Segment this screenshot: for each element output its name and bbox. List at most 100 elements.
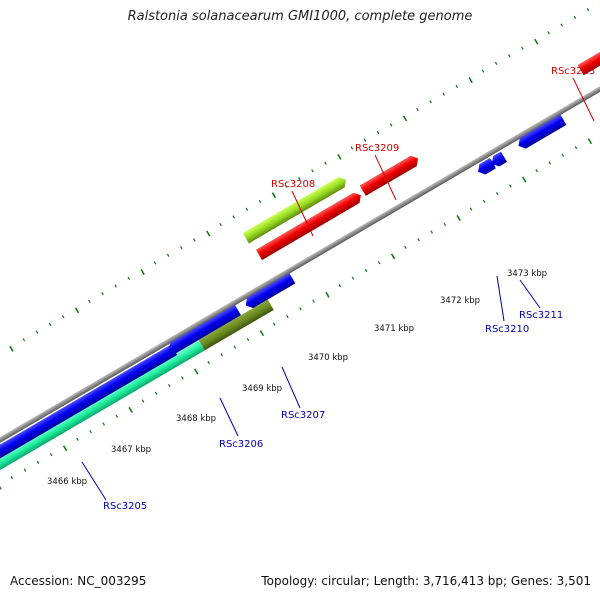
minor-tick xyxy=(350,146,354,150)
gene-label-RSc3211[interactable]: RSc3211 xyxy=(519,310,563,321)
minor-tick xyxy=(61,315,65,319)
map-title: Ralstonia solanacearum GMI1000, complete… xyxy=(127,9,473,24)
minor-tick xyxy=(115,414,119,418)
major-tick xyxy=(259,330,265,337)
minor-tick xyxy=(193,238,196,242)
major-tick xyxy=(140,268,145,275)
minor-tick xyxy=(258,199,262,204)
gene-arrow-RSc3206-highlight[interactable] xyxy=(198,299,274,351)
gene-arrow-RSc3207[interactable] xyxy=(243,273,296,311)
minor-tick xyxy=(548,161,552,165)
minor-tick xyxy=(495,192,499,196)
major-tick xyxy=(337,153,342,160)
minor-tick xyxy=(389,123,393,127)
gene-label-RSc3207[interactable]: RSc3207 xyxy=(281,410,325,421)
minor-tick xyxy=(102,422,106,426)
major-tick xyxy=(456,215,461,221)
minor-tick xyxy=(101,292,104,296)
leader-RSc3213 xyxy=(572,77,595,122)
minor-tick xyxy=(535,169,538,173)
minor-tick xyxy=(181,376,184,380)
gene-arrow-RSc3206[interactable] xyxy=(166,304,241,356)
minor-tick xyxy=(311,169,314,173)
minor-tick xyxy=(494,61,498,66)
minor-tick xyxy=(376,130,380,135)
minor-tick xyxy=(220,353,224,357)
major-tick xyxy=(402,115,408,122)
scale-label: 3468 kbp xyxy=(176,414,216,424)
major-tick xyxy=(390,253,396,260)
major-tick xyxy=(271,192,277,199)
major-tick xyxy=(468,77,473,84)
minor-tick xyxy=(561,153,565,157)
minor-tick xyxy=(127,276,131,280)
minor-tick xyxy=(232,215,236,219)
major-tick xyxy=(522,176,527,183)
minor-tick xyxy=(481,69,485,73)
minor-tick xyxy=(417,238,420,242)
gene-arrow-RSc3211[interactable] xyxy=(515,114,567,151)
minor-tick xyxy=(363,138,367,142)
gene-label-RSc3210[interactable]: RSc3210 xyxy=(485,324,529,335)
gene-arrow-RSc3209[interactable] xyxy=(359,153,421,196)
minor-tick xyxy=(509,184,512,188)
gene-label-RSc3213[interactable]: RSc3213 xyxy=(551,66,595,77)
leader-RSc3211 xyxy=(519,279,541,309)
gene-arrow-RSc3210[interactable] xyxy=(475,158,497,177)
major-tick xyxy=(74,307,80,314)
minor-tick xyxy=(377,261,381,265)
minor-tick xyxy=(10,476,14,480)
minor-tick xyxy=(299,307,302,311)
minor-tick xyxy=(35,330,39,334)
major-tick xyxy=(194,368,199,375)
minor-tick xyxy=(219,222,222,227)
genome-backbone xyxy=(0,43,600,453)
minor-tick xyxy=(36,460,40,464)
gene-label-RSc3208[interactable]: RSc3208 xyxy=(271,179,315,190)
minor-tick xyxy=(141,399,145,403)
label-leaders xyxy=(81,77,595,501)
major-tick xyxy=(62,445,68,452)
gene-arrow-RSc3213[interactable] xyxy=(577,48,600,76)
minor-tick xyxy=(469,207,473,211)
minor-tick xyxy=(48,322,52,327)
gene-arrow-RSc3210b[interactable] xyxy=(489,151,507,169)
minor-tick xyxy=(114,284,117,288)
accession-text: Accession: NC_003295 xyxy=(10,574,147,588)
minor-tick xyxy=(207,360,210,365)
minor-tick xyxy=(521,46,524,50)
minor-tick xyxy=(573,15,577,19)
rna-feature-RSc3205[interactable] xyxy=(0,339,205,473)
scale-label: 3467 kbp xyxy=(111,445,151,455)
scale-labels: 3466 kbp 3467 kbp 3468 kbp 3469 kbp 3470… xyxy=(47,269,547,487)
minor-tick xyxy=(442,92,445,96)
gene-arrow-RSc3205[interactable] xyxy=(0,344,178,464)
minor-tick xyxy=(179,246,183,250)
minor-tick xyxy=(23,468,27,472)
minor-tick xyxy=(351,276,355,280)
minor-tick xyxy=(364,268,368,273)
scale-label: 3466 kbp xyxy=(47,477,87,487)
minor-tick xyxy=(154,391,158,395)
minor-tick xyxy=(482,199,486,203)
leader-RSc3210 xyxy=(496,275,505,322)
minor-tick xyxy=(312,299,315,303)
minor-tick xyxy=(284,184,288,188)
major-tick xyxy=(128,406,133,413)
inner-tick-ring xyxy=(0,138,593,490)
leader-RSc3207 xyxy=(281,366,301,409)
map-track-frame xyxy=(0,0,600,490)
gene-arrow-RSc3208-highlight[interactable] xyxy=(242,175,349,244)
leader-RSc3206 xyxy=(219,397,239,437)
minor-tick xyxy=(574,145,578,150)
gene-label-RSc3205[interactable]: RSc3205 xyxy=(103,501,147,512)
minor-tick xyxy=(338,284,342,288)
minor-tick xyxy=(272,322,276,326)
minor-tick xyxy=(22,338,26,342)
gene-label-RSc3206[interactable]: RSc3206 xyxy=(219,439,263,450)
major-tick xyxy=(9,345,14,352)
leader-RSc3205 xyxy=(81,461,107,501)
gene-label-RSc3209[interactable]: RSc3209 xyxy=(355,143,399,154)
